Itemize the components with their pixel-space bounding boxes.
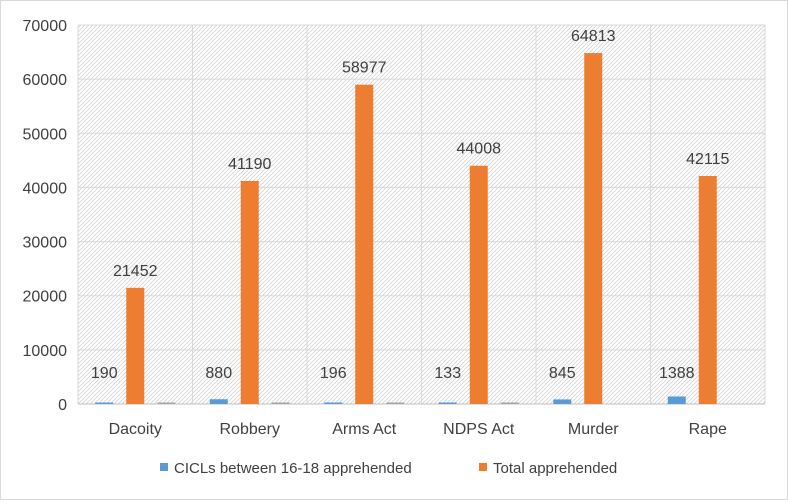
bar: [126, 287, 145, 404]
x-tick-label: Dacoity: [109, 421, 162, 438]
y-tick-label: 70000: [23, 18, 68, 35]
y-tick-label: 0: [58, 397, 67, 414]
gridlines: [77, 24, 766, 405]
data-label: 41190: [228, 156, 271, 173]
y-tick-label: 60000: [23, 72, 68, 89]
y-tick-label: 30000: [23, 235, 68, 252]
x-tick-label: Robbery: [220, 421, 280, 438]
data-label: 880: [205, 365, 232, 382]
data-label: 845: [549, 365, 576, 382]
bar: [355, 84, 374, 404]
bar: [667, 396, 686, 404]
x-tick-label: NDPS Act: [443, 421, 515, 438]
data-label: 21452: [113, 263, 158, 280]
legend-swatch: [479, 463, 487, 471]
x-tick-label: Murder: [568, 421, 619, 438]
data-labels: 190 880 196 133 845 1388 21452 41190 58977 44008 6…: [91, 28, 730, 382]
data-label: 64813: [571, 28, 616, 45]
data-label: 44008: [457, 141, 502, 158]
bar: [386, 402, 405, 404]
x-axis: Dacoity Robbery Arms Act NDPS Act Murder Rape: [109, 421, 727, 438]
x-tick-label: Arms Act: [332, 421, 397, 438]
legend-label: CICLs between 16-18 apprehended: [174, 460, 412, 477]
data-label: 58977: [342, 60, 387, 77]
bars: [95, 53, 717, 405]
y-tick-label: 40000: [23, 180, 68, 197]
bar: [95, 402, 114, 404]
data-label: 190: [91, 365, 118, 382]
bar: [469, 165, 488, 404]
legend-swatch: [160, 463, 168, 471]
bar: [157, 402, 176, 404]
y-tick-label: 20000: [23, 289, 68, 306]
data-label: 42115: [686, 151, 729, 168]
data-label: 196: [320, 365, 347, 382]
legend: CICLs between 16-18 apprehended Total app…: [160, 460, 617, 477]
y-tick-label: 50000: [23, 126, 68, 143]
y-axis: 0 10000 20000 30000 40000 50000 60000 70000: [23, 18, 68, 414]
y-tick-label: 10000: [23, 343, 68, 360]
bar: [553, 399, 572, 404]
bar: [324, 402, 343, 404]
data-label: 1388: [659, 365, 695, 382]
bar: [584, 53, 603, 405]
bar: [500, 402, 519, 404]
x-tick-label: Rape: [689, 421, 727, 438]
bar: [209, 399, 228, 404]
data-label: 133: [434, 365, 461, 382]
bar: [271, 402, 290, 404]
bar: [438, 402, 457, 404]
bar: [240, 180, 259, 404]
legend-label: Total apprehended: [493, 460, 617, 477]
bar: [698, 175, 717, 404]
